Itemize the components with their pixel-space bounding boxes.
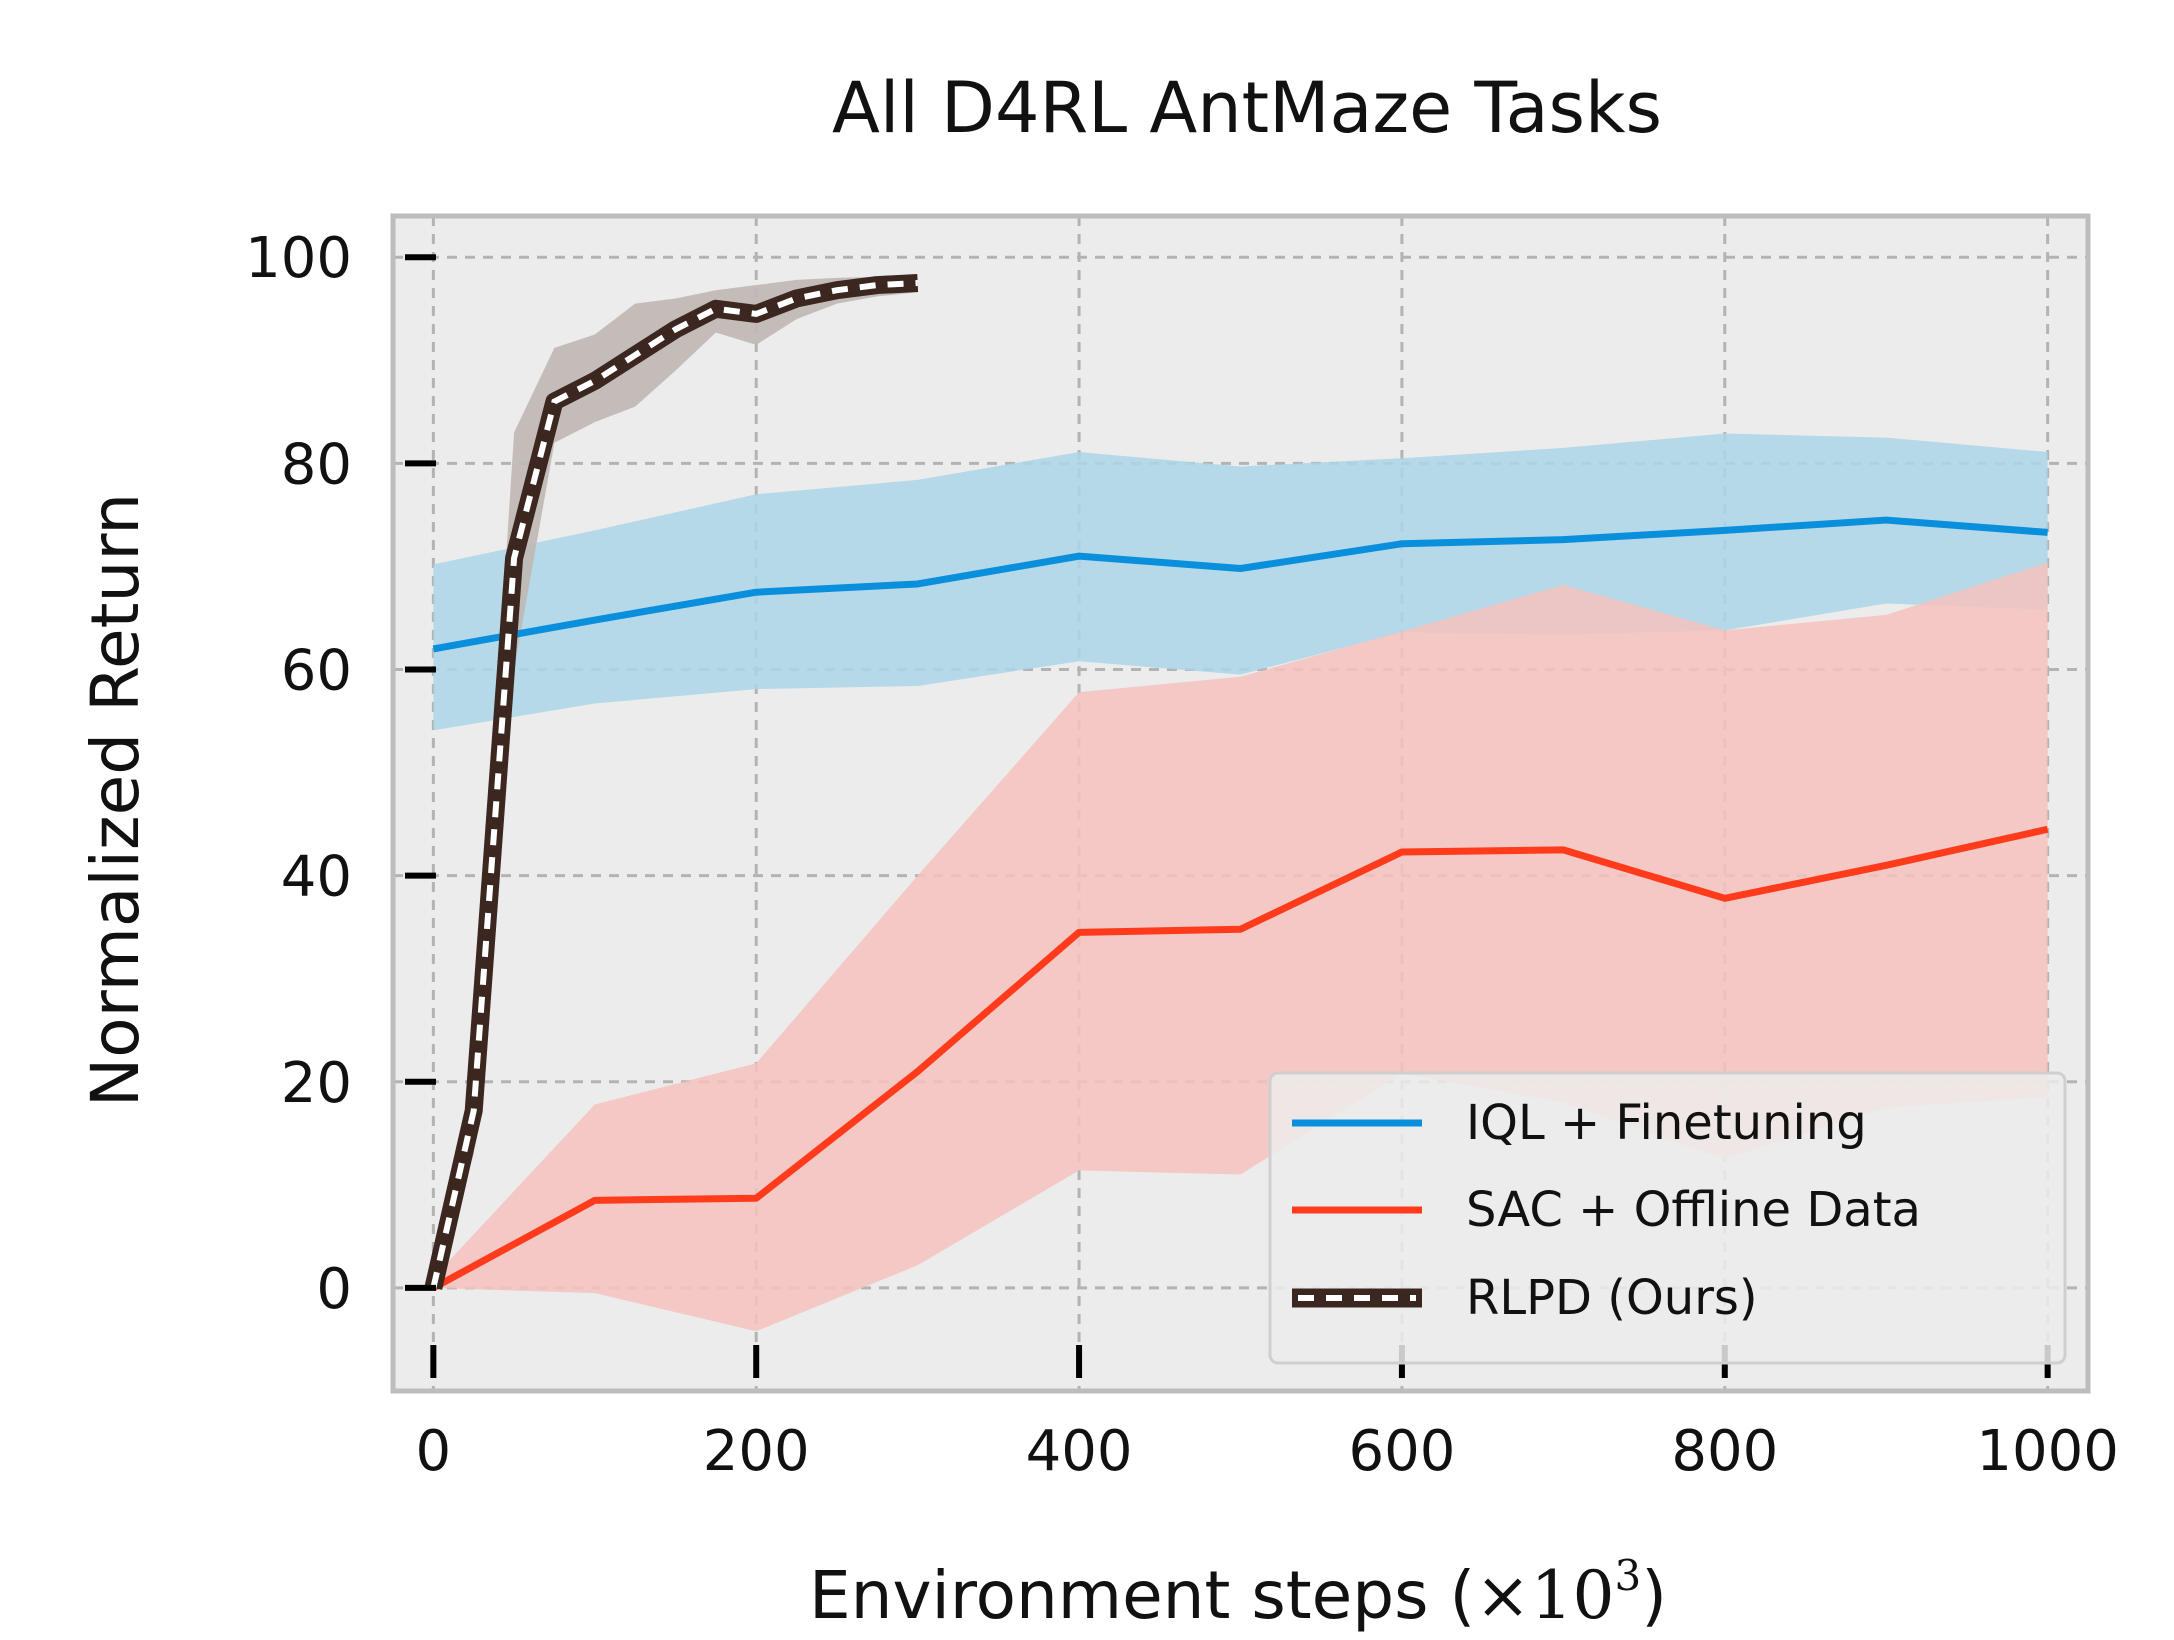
legend-label-rlpd: RLPD (Ours) xyxy=(1466,1270,1758,1326)
x-tick-label: 0 xyxy=(416,1419,452,1484)
x-axis-label-text: Environment steps ( xyxy=(809,1557,1475,1634)
x-axis-label-exp: 3 xyxy=(1615,1551,1642,1600)
plot-frame xyxy=(390,213,2091,1394)
y-tick-label: 40 xyxy=(281,845,352,910)
x-axis-label-times: × xyxy=(1475,1557,1530,1634)
line-series-0 xyxy=(432,516,2048,653)
x-tick-label: 200 xyxy=(703,1419,810,1484)
y-axis: 0 20 40 60 80 100 xyxy=(245,226,436,1322)
line-series-1 xyxy=(431,825,2049,1292)
legend-label-sac: SAC + Offline Data xyxy=(1466,1182,1921,1238)
x-tick-label: 600 xyxy=(1348,1419,1455,1484)
y-tick-label: 80 xyxy=(281,432,352,497)
x-tick-label: 1000 xyxy=(1976,1419,2119,1484)
x-axis: 0 200 400 600 800 1000 xyxy=(416,1345,2119,1484)
x-axis-label: Environment steps (×103) xyxy=(809,1551,1667,1634)
chart-title: All D4RL AntMaze Tasks xyxy=(832,67,1662,149)
y-tick-label: 20 xyxy=(281,1051,352,1116)
x-tick-label: 400 xyxy=(1026,1419,1133,1484)
y-axis-label: Normalized Return xyxy=(77,493,154,1107)
x-tick-label: 800 xyxy=(1671,1419,1778,1484)
line-series-2-dash xyxy=(430,279,918,1289)
legend: IQL + Finetuning SAC + Offline Data RLPD… xyxy=(1268,1071,2067,1365)
band-series-0 xyxy=(433,433,2048,731)
x-axis-label-close: ) xyxy=(1641,1557,1667,1634)
y-tick-label: 100 xyxy=(245,226,352,291)
y-tick-label: 0 xyxy=(316,1257,352,1322)
y-tick-label: 60 xyxy=(281,639,352,704)
legend-label-iql: IQL + Finetuning xyxy=(1466,1095,1867,1151)
legend-box xyxy=(1268,1071,2067,1365)
x-axis-label-base: 10 xyxy=(1531,1557,1615,1634)
series-lines xyxy=(424,274,2049,1292)
